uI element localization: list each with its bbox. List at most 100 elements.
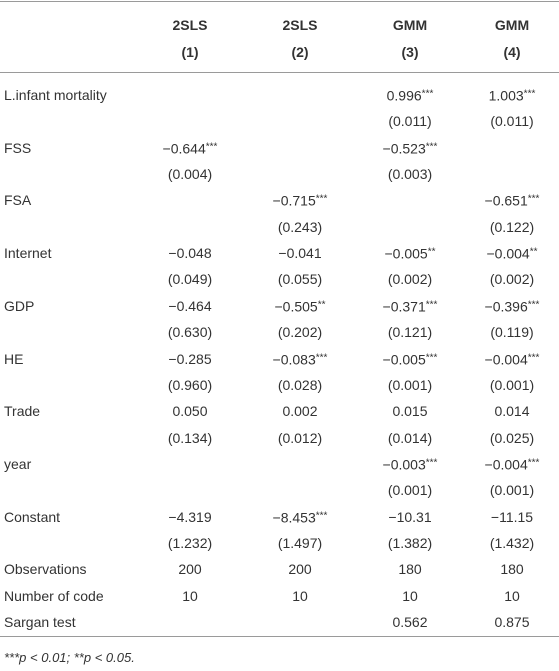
coef-cell: −0.651*** bbox=[457, 191, 559, 210]
coef-value: −8.453 bbox=[272, 509, 316, 526]
row-label: Sargan test bbox=[4, 614, 76, 630]
stat-cell: 180 bbox=[398, 561, 422, 578]
footnote: ***p < 0.01; **p < 0.05. bbox=[4, 650, 135, 665]
stat-cell: 200 bbox=[288, 561, 312, 578]
coef-value: −0.464 bbox=[168, 297, 212, 314]
coef-cell: −11.15 bbox=[457, 508, 559, 526]
coef-value: −0.285 bbox=[168, 350, 212, 367]
row-label: GDP bbox=[4, 297, 35, 314]
row-label: L.infant mortality bbox=[4, 87, 107, 103]
std-error: (0.028) bbox=[277, 376, 323, 393]
std-error: (0.012) bbox=[277, 429, 323, 446]
std-error: (0.001) bbox=[489, 376, 535, 393]
coef-value: 0.996 bbox=[386, 87, 422, 104]
row-label: FSA bbox=[4, 192, 32, 209]
std-error: (0.002) bbox=[387, 271, 433, 288]
coef-value: −0.396 bbox=[484, 298, 528, 315]
row-label: FSS bbox=[4, 139, 32, 156]
coef-value: −0.083 bbox=[272, 351, 316, 367]
column-model: GMM bbox=[494, 17, 530, 33]
row-label: year bbox=[4, 455, 32, 472]
significance-stars: ** bbox=[529, 246, 538, 258]
stat-cell: 10 bbox=[292, 587, 308, 604]
coef-cell: −0.003*** bbox=[355, 454, 465, 473]
std-error: (0.011) bbox=[490, 113, 534, 130]
coef-value: −0.048 bbox=[168, 245, 212, 262]
stat-cell: 10 bbox=[504, 587, 520, 604]
coef-cell: −0.644*** bbox=[135, 138, 245, 157]
coef-value: −0.003 bbox=[382, 456, 426, 473]
column-model: 2SLS bbox=[282, 17, 318, 33]
std-error: (0.004) bbox=[167, 166, 213, 183]
coef-value: −10.31 bbox=[388, 508, 432, 525]
coef-value: −0.041 bbox=[278, 245, 322, 262]
std-error: (0.003) bbox=[387, 166, 433, 183]
coef-cell: −0.004*** bbox=[457, 349, 559, 368]
significance-stars: *** bbox=[315, 510, 328, 522]
header-rule bbox=[0, 72, 559, 73]
coef-cell: −0.083*** bbox=[245, 349, 355, 368]
coef-cell: −0.715*** bbox=[245, 191, 355, 210]
coef-cell: 0.050 bbox=[135, 402, 245, 420]
column-number: (1) bbox=[181, 44, 199, 60]
row-label: Constant bbox=[4, 508, 61, 525]
std-error: (0.202) bbox=[277, 324, 323, 341]
coef-cell: −4.319 bbox=[135, 508, 245, 526]
row-label: Number of code bbox=[4, 587, 104, 604]
row-label: Internet bbox=[4, 245, 52, 262]
coef-cell: 1.003*** bbox=[457, 86, 559, 105]
std-error: (0.122) bbox=[489, 218, 535, 235]
coef-cell: 0.014 bbox=[457, 402, 559, 420]
coef-value: 0.002 bbox=[282, 403, 318, 420]
bottom-rule bbox=[0, 636, 559, 637]
coef-cell: −0.004*** bbox=[457, 454, 559, 473]
stat-cell: 180 bbox=[500, 561, 524, 578]
significance-stars: *** bbox=[425, 141, 438, 153]
column-model: 2SLS bbox=[172, 17, 208, 33]
top-rule bbox=[0, 1, 559, 2]
coef-cell: −0.285 bbox=[135, 350, 245, 368]
std-error: (0.001) bbox=[387, 376, 433, 393]
coef-cell: 0.015 bbox=[355, 402, 465, 420]
coef-value: −0.005 bbox=[384, 245, 428, 262]
coef-value: −0.644 bbox=[162, 140, 206, 157]
coef-value: −0.005 bbox=[382, 351, 426, 367]
row-label: Trade bbox=[4, 403, 41, 420]
std-error: (0.049) bbox=[167, 271, 213, 288]
coef-cell: −0.371*** bbox=[355, 296, 465, 315]
coef-cell: −0.396*** bbox=[457, 296, 559, 315]
coef-cell: −0.505** bbox=[245, 296, 355, 315]
coef-cell: −0.005** bbox=[355, 244, 465, 263]
coef-cell: −0.041 bbox=[245, 244, 355, 262]
std-error: (0.001) bbox=[387, 482, 433, 499]
coef-cell: 0.996*** bbox=[355, 86, 465, 105]
significance-stars: ** bbox=[317, 299, 326, 311]
std-error: (0.121) bbox=[387, 324, 433, 341]
significance-stars: *** bbox=[205, 141, 218, 153]
coef-cell: −0.464 bbox=[135, 297, 245, 315]
significance-stars: *** bbox=[527, 457, 540, 469]
std-error: (1.232) bbox=[167, 534, 213, 551]
coef-value: 0.014 bbox=[494, 403, 530, 420]
std-error: (0.134) bbox=[167, 429, 213, 446]
stat-cell: 10 bbox=[182, 587, 198, 604]
std-error: (0.011) bbox=[388, 113, 432, 130]
stat-cell: 10 bbox=[402, 587, 418, 604]
std-error: (0.002) bbox=[489, 271, 535, 288]
significance-stars: *** bbox=[523, 88, 536, 100]
row-label: Observations bbox=[4, 561, 87, 578]
coef-value: −0.004 bbox=[484, 351, 528, 367]
coef-value: −0.371 bbox=[382, 298, 426, 315]
significance-stars: *** bbox=[425, 299, 438, 311]
std-error: (0.001) bbox=[489, 482, 535, 499]
column-number: (4) bbox=[503, 44, 521, 60]
significance-stars: ** bbox=[427, 246, 436, 258]
significance-stars: *** bbox=[425, 352, 438, 363]
coef-cell: −0.004** bbox=[457, 244, 559, 263]
coef-cell: −0.048 bbox=[135, 244, 245, 262]
significance-stars: *** bbox=[315, 352, 328, 363]
row-label: HE bbox=[4, 350, 24, 367]
significance-stars: *** bbox=[527, 193, 540, 205]
coef-value: −4.319 bbox=[168, 508, 212, 525]
